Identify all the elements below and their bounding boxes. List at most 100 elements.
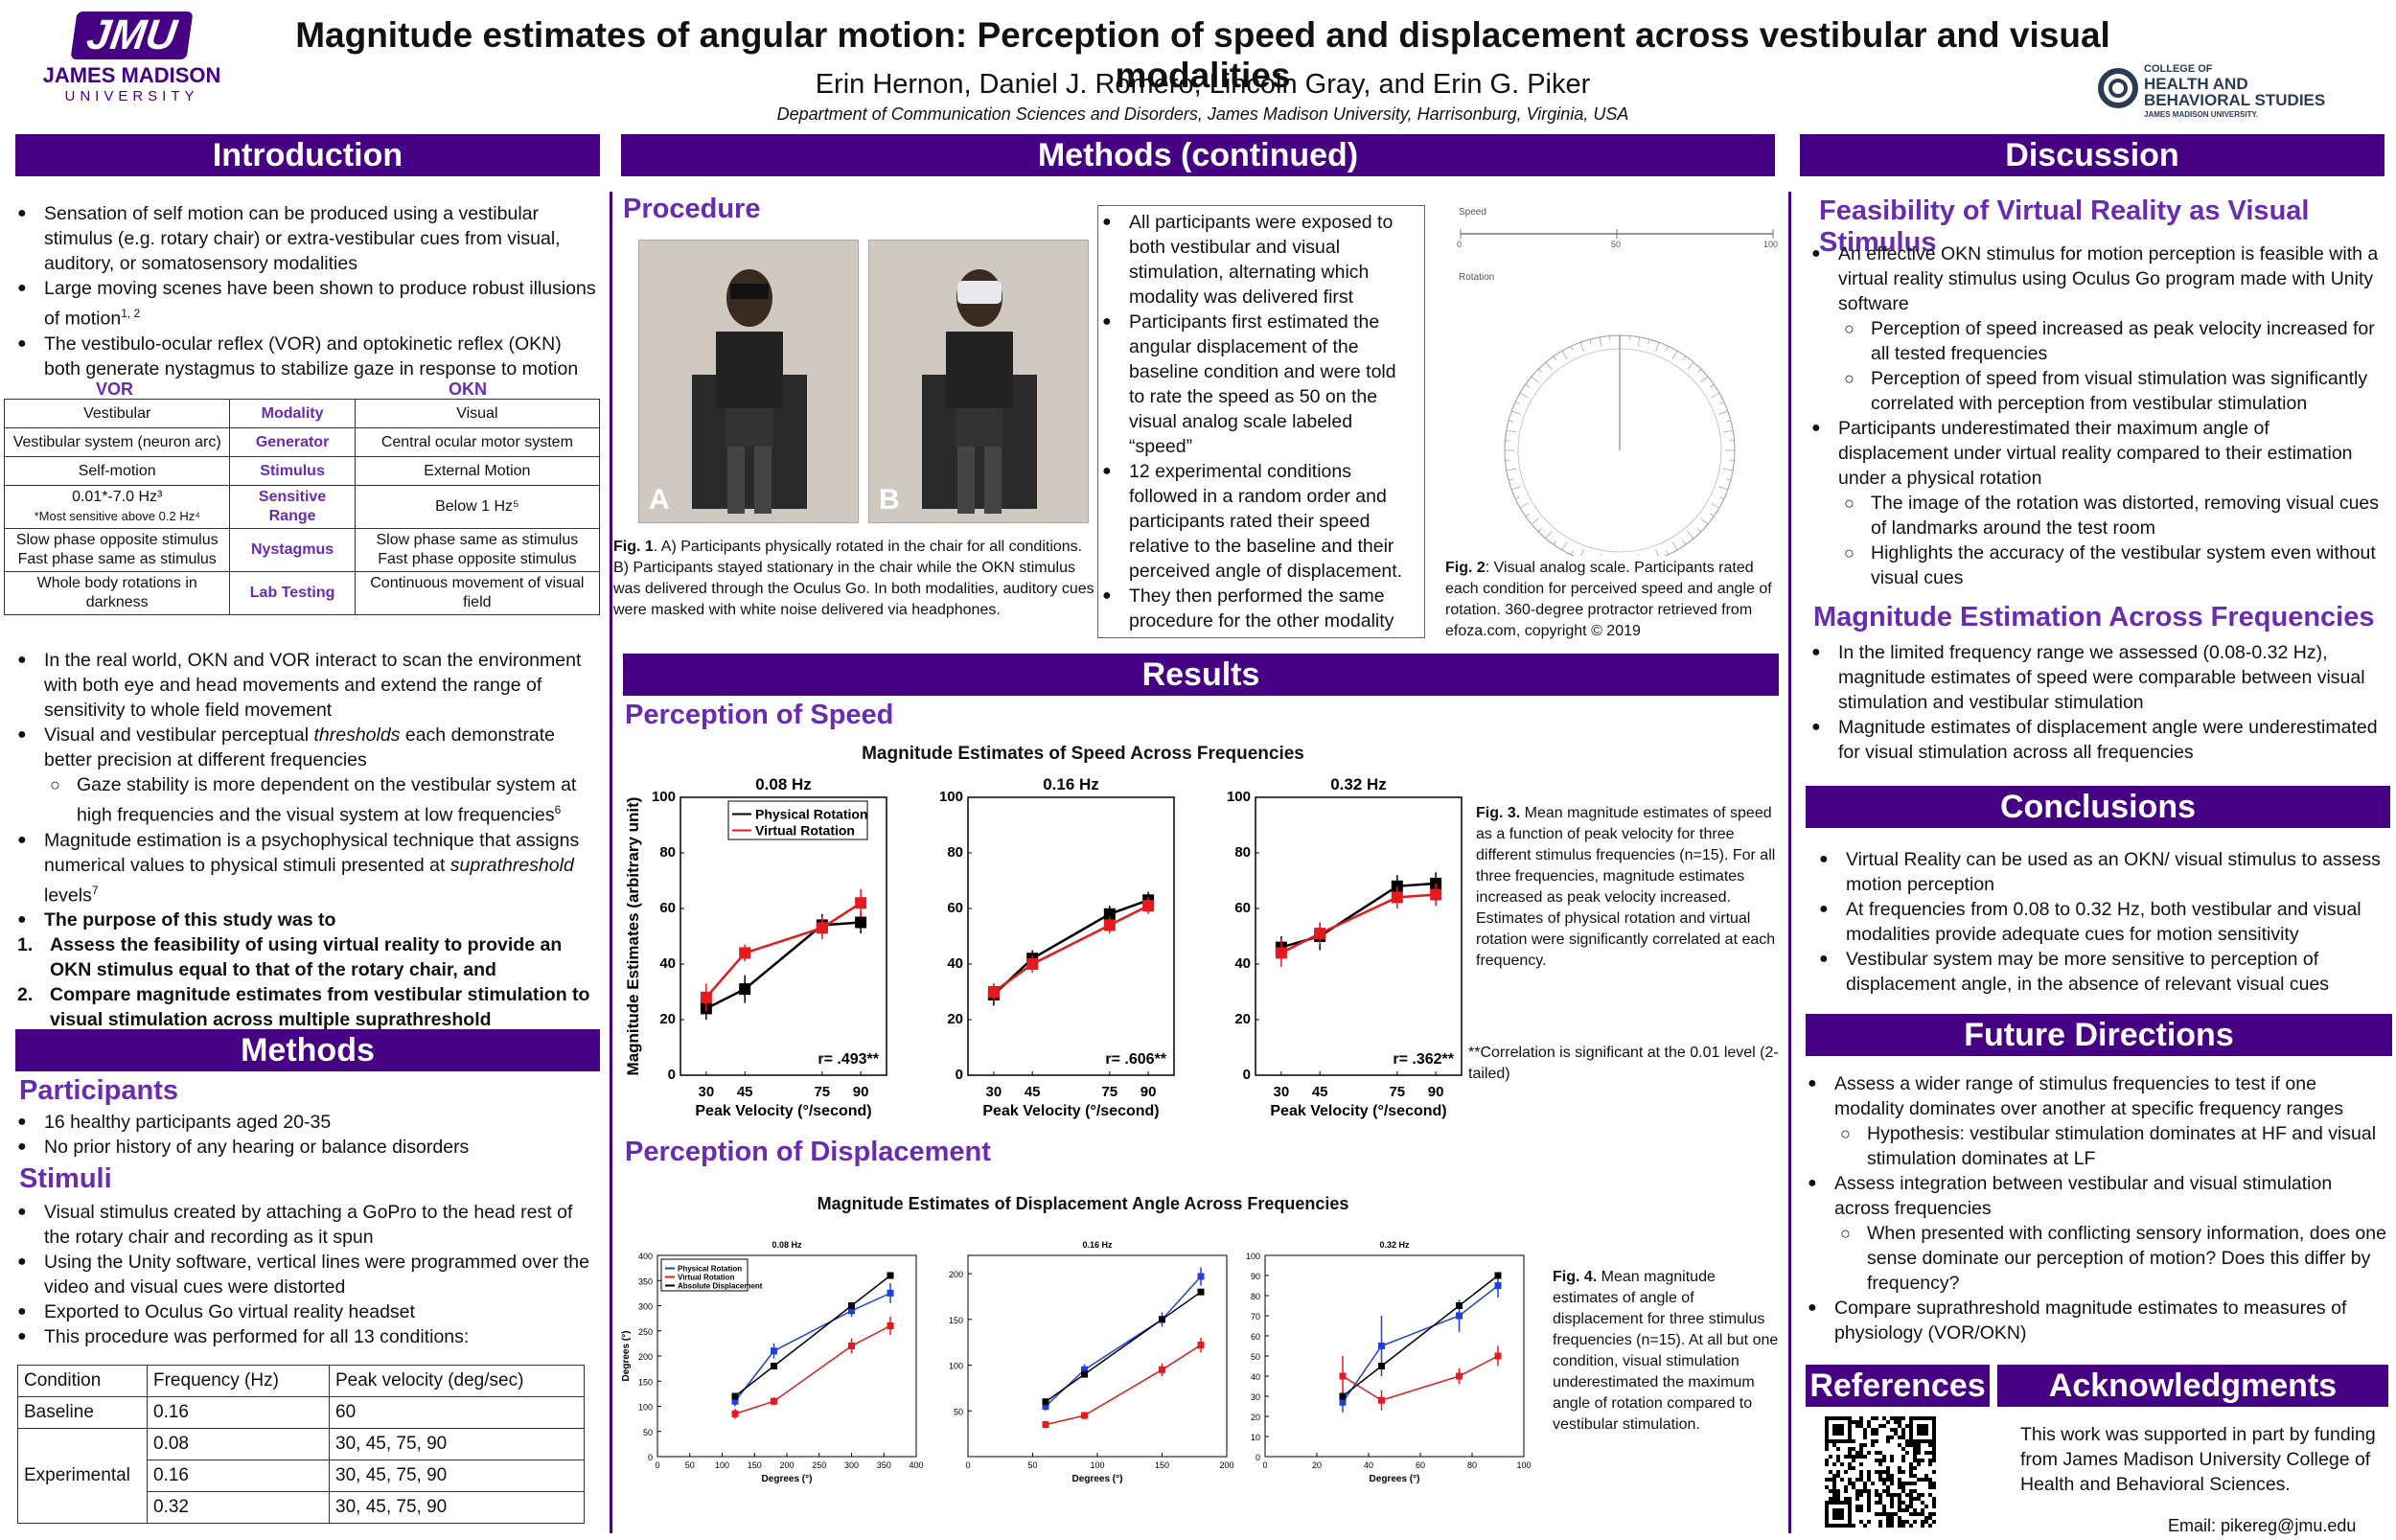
conclusions-header: Conclusions bbox=[1806, 786, 2390, 828]
participants-bullet: No prior history of any hearing or balan… bbox=[15, 1135, 600, 1160]
qr-module bbox=[1917, 1493, 1921, 1497]
qr-module bbox=[1882, 1470, 1886, 1474]
x-tick-label: 300 bbox=[844, 1460, 859, 1470]
chart-panel: 0.16 Hz 30 45 75 90 0 20 40 60 80 100 Peak Velocity… bbox=[939, 775, 1175, 1119]
data-point bbox=[1391, 891, 1403, 904]
data-point bbox=[1197, 1342, 1205, 1349]
x-tick-label: 60 bbox=[1416, 1460, 1425, 1470]
protractor-tick bbox=[1666, 346, 1670, 351]
person-virtual-rotation-image bbox=[869, 241, 1088, 522]
y-tick-label: 100 bbox=[1227, 789, 1251, 805]
qr-module bbox=[1909, 1524, 1913, 1528]
y-tick-label: 40 bbox=[659, 955, 676, 972]
vor-cell: Self-motion bbox=[3, 456, 231, 486]
qr-module bbox=[1917, 1462, 1921, 1466]
vas-rotation-label: Rotation bbox=[1459, 272, 1495, 283]
y-tick-label: 100 bbox=[638, 1403, 653, 1413]
stimuli-bullet: Using the Unity software, vertical lines… bbox=[15, 1250, 600, 1299]
qr-module bbox=[1829, 1478, 1832, 1482]
qr-module bbox=[1909, 1489, 1913, 1493]
qr-module bbox=[1886, 1420, 1890, 1424]
methods-continued-header: Methods (continued) bbox=[621, 134, 1775, 176]
series-line bbox=[705, 921, 862, 1010]
qr-module bbox=[1875, 1493, 1878, 1497]
x-tick-label: 150 bbox=[1155, 1460, 1169, 1470]
qr-module bbox=[1901, 1482, 1905, 1485]
qr-module bbox=[1905, 1443, 1909, 1447]
y-tick-label: 80 bbox=[1251, 1292, 1260, 1301]
qr-module bbox=[1898, 1416, 1901, 1420]
qr-module bbox=[1932, 1447, 1936, 1451]
chart-title: 0.32 Hz bbox=[1379, 1240, 1410, 1250]
intro-bullet: Large moving scenes have been shown to p… bbox=[15, 276, 600, 332]
intro-bullet: The vestibulo-ocular reflex (VOR) and op… bbox=[15, 332, 600, 381]
data-point bbox=[848, 1343, 855, 1349]
qr-module bbox=[1829, 1497, 1832, 1501]
plot-frame bbox=[967, 1254, 1228, 1458]
qr-module bbox=[1917, 1451, 1921, 1455]
qr-module bbox=[1852, 1439, 1855, 1443]
contact-email[interactable]: Email: pikereg@jmu.edu bbox=[2168, 1516, 2357, 1535]
qr-module bbox=[1836, 1459, 1840, 1462]
protractor-tick bbox=[1511, 486, 1521, 491]
data-point bbox=[1275, 947, 1287, 959]
data-point bbox=[1142, 900, 1155, 912]
x-tick-label: 250 bbox=[812, 1460, 826, 1470]
jmu-logo-sub: UNIVERSITY bbox=[64, 88, 199, 104]
plot-frame bbox=[680, 796, 887, 1076]
aim-1: Assess the feasibility of using virtual … bbox=[15, 932, 600, 982]
qr-module bbox=[1867, 1470, 1871, 1474]
vor-cell: 0.01*-7.0 Hz³ *Most sensitive above 0.2 H… bbox=[3, 485, 231, 529]
qr-module bbox=[1844, 1470, 1848, 1474]
qr-module bbox=[1855, 1508, 1859, 1512]
protractor-tick bbox=[1515, 496, 1520, 500]
qr-module bbox=[1928, 1485, 1932, 1489]
qr-module bbox=[1898, 1520, 1901, 1524]
vor-okn-row: Vestibular system (neuron arc) Generator C… bbox=[3, 427, 601, 457]
protractor-tick bbox=[1723, 468, 1734, 471]
qr-module bbox=[1867, 1420, 1871, 1424]
series-line bbox=[734, 1275, 891, 1397]
qr-module bbox=[1898, 1482, 1901, 1485]
qr-module bbox=[1898, 1493, 1901, 1497]
y-tick-label: 20 bbox=[1234, 1011, 1251, 1027]
protractor-tick bbox=[1682, 540, 1687, 545]
qr-module bbox=[1886, 1478, 1890, 1482]
y-tick-label: 100 bbox=[939, 789, 963, 805]
y-tick-label: 0 bbox=[1256, 1453, 1260, 1462]
protractor-tick bbox=[1655, 342, 1660, 352]
qr-module bbox=[1932, 1485, 1936, 1489]
cond-cell: 0.16 bbox=[147, 1460, 330, 1492]
x-tick-label: 30 bbox=[986, 1084, 1002, 1100]
photo-b: B bbox=[868, 240, 1089, 523]
cond-header: Peak velocity (deg/sec) bbox=[329, 1365, 585, 1397]
data-point bbox=[1378, 1396, 1385, 1404]
intro-subbullet: Gaze stability is more dependent on the … bbox=[15, 772, 600, 828]
qr-module bbox=[1855, 1493, 1859, 1497]
x-tick-label: 200 bbox=[779, 1460, 794, 1470]
references-qr-code[interactable] bbox=[1825, 1416, 1936, 1528]
conclusion-bullet: Virtual Reality can be used as an OKN/ v… bbox=[1817, 847, 2386, 897]
visual-analog-scale: Speed 0 50 100 Rotation bbox=[1447, 201, 1783, 556]
x-axis-label: Peak Velocity (°/second) bbox=[982, 1103, 1159, 1119]
future-subbullet: When presented with conflicting sensory … bbox=[1806, 1221, 2388, 1296]
participants-bullets: 16 healthy participants aged 20-35 No pr… bbox=[15, 1110, 600, 1160]
x-tick-label: 100 bbox=[715, 1460, 729, 1470]
chart-title: 0.16 Hz bbox=[1082, 1240, 1113, 1250]
data-point bbox=[700, 991, 712, 1003]
qr-module bbox=[1848, 1447, 1852, 1451]
stimuli-bullet: Visual stimulus created by attaching a G… bbox=[15, 1200, 600, 1250]
x-tick-label: 80 bbox=[1467, 1460, 1477, 1470]
qr-module bbox=[1836, 1474, 1840, 1478]
qr-module bbox=[1890, 1497, 1894, 1501]
qr-module bbox=[1871, 1443, 1875, 1447]
qr-module bbox=[1928, 1516, 1932, 1520]
qr-module bbox=[1921, 1459, 1924, 1462]
protractor-tick bbox=[1508, 420, 1514, 423]
series-line bbox=[1045, 1276, 1202, 1408]
vas-50: 50 bbox=[1611, 240, 1622, 249]
y-tick-label: 80 bbox=[947, 844, 963, 861]
data-point bbox=[1339, 1392, 1347, 1400]
discussion-bullets-2: In the limited frequency range we assess… bbox=[1809, 640, 2384, 765]
protractor-tick bbox=[1515, 401, 1520, 404]
